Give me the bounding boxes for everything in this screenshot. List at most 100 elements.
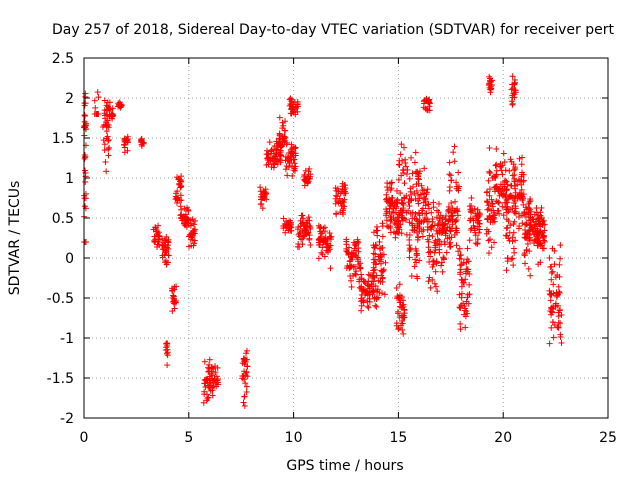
data-point xyxy=(440,221,447,228)
data-point xyxy=(416,195,423,202)
data-point xyxy=(393,285,400,292)
data-point xyxy=(186,243,193,250)
data-point xyxy=(343,265,350,272)
data-point xyxy=(419,233,426,240)
data-point xyxy=(468,194,475,201)
data-point xyxy=(447,244,454,251)
data-point xyxy=(347,257,354,264)
data-point xyxy=(449,216,456,223)
data-point xyxy=(243,383,250,390)
data-point xyxy=(463,270,470,277)
data-point xyxy=(282,127,289,134)
data-point xyxy=(462,305,469,312)
data-point xyxy=(332,200,339,207)
data-point xyxy=(445,206,452,213)
data-point xyxy=(299,241,306,248)
data-point xyxy=(279,119,286,126)
data-point xyxy=(101,141,108,148)
data-point xyxy=(347,254,354,261)
data-point xyxy=(81,155,88,162)
data-point xyxy=(239,372,246,379)
data-point xyxy=(105,146,112,153)
data-point xyxy=(209,387,216,394)
data-point xyxy=(446,224,453,231)
data-point xyxy=(535,261,542,268)
data-point xyxy=(535,230,542,237)
data-point xyxy=(386,208,393,215)
data-point xyxy=(486,84,493,91)
data-point xyxy=(357,265,364,272)
data-point xyxy=(488,244,495,251)
data-point xyxy=(476,211,483,218)
data-point xyxy=(523,246,530,253)
data-point xyxy=(512,237,519,244)
data-point xyxy=(427,248,434,255)
data-point xyxy=(305,168,312,175)
data-point xyxy=(507,222,514,229)
data-point xyxy=(546,287,553,294)
data-point xyxy=(160,246,167,253)
data-point xyxy=(82,167,89,174)
data-point xyxy=(358,275,365,282)
data-point xyxy=(162,242,169,249)
data-point xyxy=(506,167,513,174)
data-point xyxy=(522,260,529,267)
x-tick-label: 10 xyxy=(285,430,303,446)
data-point xyxy=(102,159,109,166)
data-point xyxy=(399,166,406,173)
data-point xyxy=(175,175,182,182)
data-point xyxy=(400,330,407,337)
data-point xyxy=(416,168,423,175)
data-point xyxy=(468,202,475,209)
data-point xyxy=(183,223,190,230)
data-point xyxy=(303,224,310,231)
data-point xyxy=(519,220,526,227)
data-point xyxy=(190,221,197,228)
data-point xyxy=(375,253,382,260)
data-point xyxy=(432,283,439,290)
data-point xyxy=(342,190,349,197)
data-point xyxy=(106,113,113,120)
data-point xyxy=(463,308,470,315)
data-point xyxy=(379,268,386,275)
data-point xyxy=(305,214,312,221)
data-point xyxy=(92,104,99,111)
data-point xyxy=(400,314,407,321)
data-point xyxy=(406,245,413,252)
data-point xyxy=(328,233,335,240)
data-point xyxy=(262,189,269,196)
data-point xyxy=(466,291,473,298)
data-point xyxy=(384,208,391,215)
data-point xyxy=(496,210,503,217)
data-point xyxy=(389,194,396,201)
data-point xyxy=(425,244,432,251)
data-point xyxy=(241,356,248,363)
data-point xyxy=(284,139,291,146)
data-point xyxy=(438,262,445,269)
data-point xyxy=(467,208,474,215)
data-point xyxy=(209,392,216,399)
data-point xyxy=(414,217,421,224)
data-point xyxy=(509,255,516,262)
data-point xyxy=(510,229,517,236)
data-point xyxy=(424,186,431,193)
data-point xyxy=(466,237,473,244)
data-point xyxy=(396,281,403,288)
data-point xyxy=(360,299,367,306)
data-point xyxy=(164,342,171,349)
data-point xyxy=(512,87,519,94)
data-point xyxy=(342,182,349,189)
data-point xyxy=(268,164,275,171)
data-point xyxy=(352,270,359,277)
data-point xyxy=(492,162,499,169)
data-point xyxy=(500,191,507,198)
data-point xyxy=(484,199,491,206)
chart-title: Day 257 of 2018, Sidereal Day-to-day VTE… xyxy=(52,22,614,38)
data-point xyxy=(411,190,418,197)
data-point xyxy=(511,167,518,174)
data-point xyxy=(244,363,251,370)
data-point xyxy=(298,212,305,219)
data-point xyxy=(395,211,402,218)
data-point xyxy=(395,224,402,231)
data-point xyxy=(466,271,473,278)
